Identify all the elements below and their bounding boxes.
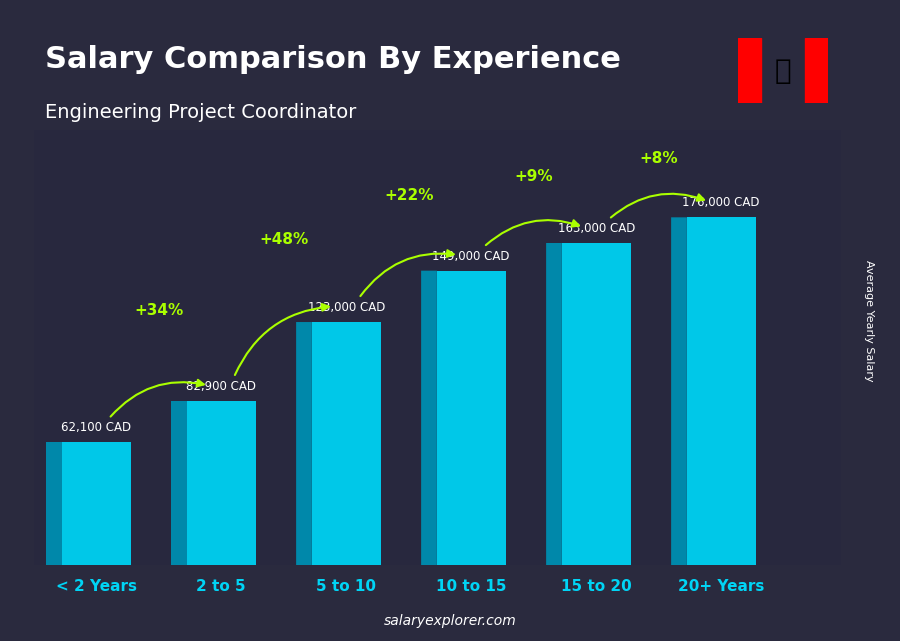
Text: Average Yearly Salary: Average Yearly Salary (863, 260, 874, 381)
Text: 123,000 CAD: 123,000 CAD (308, 301, 385, 314)
Polygon shape (171, 401, 187, 565)
Bar (194, 401, 200, 565)
Text: +22%: +22% (384, 188, 434, 203)
Bar (462, 271, 469, 565)
Bar (474, 271, 481, 565)
Bar (62, 442, 130, 565)
Bar (237, 401, 243, 565)
Bar (367, 322, 374, 565)
Bar (218, 401, 225, 565)
Bar (199, 401, 206, 565)
Bar (443, 271, 450, 565)
Bar (593, 243, 599, 565)
Bar (312, 322, 319, 565)
Bar (187, 401, 256, 565)
Bar (562, 243, 569, 565)
Bar (492, 271, 500, 565)
Bar (455, 271, 463, 565)
FancyArrowPatch shape (611, 194, 704, 217)
Bar (324, 322, 331, 565)
Bar (62, 442, 68, 565)
Bar (468, 271, 474, 565)
Bar (68, 442, 75, 565)
Text: 176,000 CAD: 176,000 CAD (682, 196, 760, 210)
Text: 62,100 CAD: 62,100 CAD (61, 422, 131, 435)
Bar (736, 217, 743, 565)
Bar (486, 271, 493, 565)
Bar (617, 243, 625, 565)
Bar (74, 442, 81, 565)
Bar (687, 217, 694, 565)
Bar (86, 442, 94, 565)
Text: 🍁: 🍁 (775, 56, 791, 85)
Text: +9%: +9% (515, 169, 554, 184)
Bar (718, 217, 724, 565)
Bar (318, 322, 325, 565)
Bar (562, 243, 631, 565)
Bar (243, 401, 249, 565)
Bar (330, 322, 338, 565)
Bar (112, 442, 118, 565)
FancyArrowPatch shape (360, 250, 454, 296)
Bar (587, 243, 593, 565)
Bar (806, 38, 828, 103)
Text: 149,000 CAD: 149,000 CAD (433, 250, 510, 263)
Bar (699, 217, 707, 565)
Bar (712, 217, 718, 565)
Bar (742, 217, 750, 565)
Bar (224, 401, 231, 565)
Bar (356, 322, 362, 565)
Bar (706, 217, 712, 565)
Bar (574, 243, 581, 565)
Bar (230, 401, 237, 565)
Bar (343, 322, 350, 565)
Bar (436, 271, 444, 565)
Polygon shape (421, 271, 436, 565)
Bar (738, 38, 760, 103)
Bar (205, 401, 212, 565)
FancyArrowPatch shape (486, 220, 579, 245)
Bar (605, 243, 612, 565)
Polygon shape (296, 322, 312, 565)
Text: +48%: +48% (259, 232, 309, 247)
Bar (436, 271, 506, 565)
FancyArrowPatch shape (235, 304, 328, 375)
Polygon shape (546, 243, 562, 565)
Bar (599, 243, 606, 565)
Bar (724, 217, 731, 565)
Bar (481, 271, 487, 565)
Text: salaryexplorer.com: salaryexplorer.com (383, 614, 517, 628)
Polygon shape (671, 217, 687, 565)
Text: 163,000 CAD: 163,000 CAD (558, 222, 634, 235)
Bar (187, 401, 194, 565)
Bar (449, 271, 456, 565)
Bar (349, 322, 356, 565)
Bar (80, 442, 87, 565)
Bar (312, 322, 381, 565)
Bar (93, 442, 100, 565)
Bar (337, 322, 344, 565)
FancyArrowPatch shape (111, 380, 203, 417)
Text: Engineering Project Coordinator: Engineering Project Coordinator (45, 103, 356, 122)
Bar (568, 243, 575, 565)
Bar (687, 217, 756, 565)
Bar (118, 442, 124, 565)
Bar (105, 442, 112, 565)
Bar (362, 322, 368, 565)
Text: +8%: +8% (639, 151, 678, 166)
Bar (580, 243, 588, 565)
Polygon shape (46, 442, 62, 565)
Bar (611, 243, 618, 565)
Bar (212, 401, 219, 565)
Text: +34%: +34% (134, 303, 184, 319)
Bar (693, 217, 700, 565)
Text: Salary Comparison By Experience: Salary Comparison By Experience (45, 45, 621, 74)
Text: 82,900 CAD: 82,900 CAD (186, 380, 256, 394)
Bar (730, 217, 737, 565)
Bar (99, 442, 106, 565)
